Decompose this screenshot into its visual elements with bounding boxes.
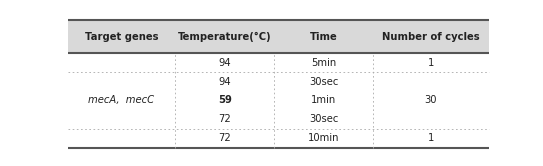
Text: 72: 72 [218, 133, 231, 143]
Text: 72: 72 [218, 114, 231, 124]
Text: 59: 59 [218, 95, 231, 105]
Text: 10min: 10min [308, 133, 339, 143]
Text: 5min: 5min [311, 58, 336, 68]
Text: 1: 1 [428, 58, 434, 68]
Text: mecA,  mecC: mecA, mecC [89, 95, 155, 105]
Text: 1: 1 [428, 133, 434, 143]
Bar [68, 20, 489, 53]
Text: 30: 30 [425, 95, 437, 105]
Text: Target genes: Target genes [85, 32, 158, 42]
Text: 30sec: 30sec [309, 77, 338, 86]
Text: Temperature(°C): Temperature(°C) [178, 32, 272, 42]
Text: 94: 94 [218, 58, 231, 68]
Text: 30sec: 30sec [309, 114, 338, 124]
Text: 1min: 1min [311, 95, 336, 105]
Text: 94: 94 [218, 77, 231, 86]
Text: Time: Time [310, 32, 337, 42]
Text: Number of cycles: Number of cycles [382, 32, 479, 42]
